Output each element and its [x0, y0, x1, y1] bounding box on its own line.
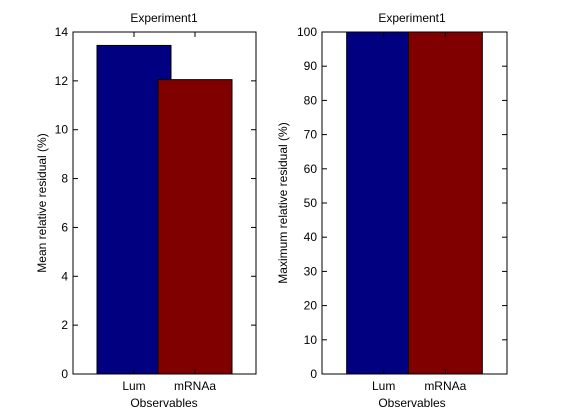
y-tick-label: 10: [55, 123, 69, 137]
y-tick-label: 40: [304, 230, 318, 244]
bar-mrnaa: [157, 79, 233, 375]
y-tick-label: 4: [61, 269, 68, 283]
chart-max-residual: Experiment1 Observables Maximum relative…: [276, 11, 508, 410]
y-axis-label: Mean relative residual (%): [35, 133, 49, 272]
y-tick-label: 0: [310, 367, 317, 381]
y-tick-label: 30: [304, 264, 318, 278]
y-tick-label: 10: [304, 333, 318, 347]
x-axis-label: Observables: [130, 396, 197, 410]
y-tick-label: 50: [304, 196, 318, 210]
x-tick-label: mRNAa: [424, 379, 466, 393]
y-tick-label: 14: [55, 25, 69, 39]
y-tick-label: 6: [61, 220, 68, 234]
y-axis-label: Maximum relative residual (%): [276, 122, 290, 283]
x-tick-label: Lum: [122, 379, 145, 393]
y-tick-label: 60: [304, 162, 318, 176]
y-tick-label: 90: [304, 59, 318, 73]
y-tick-label: 8: [61, 172, 68, 186]
y-tick-label: 12: [55, 74, 69, 88]
chart-title: Experiment1: [130, 11, 198, 25]
y-tick-label: 2: [61, 318, 68, 332]
x-tick-label: Lum: [372, 379, 395, 393]
bar-mrnaa: [407, 31, 483, 375]
y-tick-label: 0: [61, 367, 68, 381]
y-tick-label: 20: [304, 299, 318, 313]
y-tick-label: 80: [304, 93, 318, 107]
chart-mean-residual: Experiment1 Observables Mean relative re…: [35, 11, 257, 410]
x-axis-label: Observables: [378, 396, 445, 410]
y-tick-label: 70: [304, 128, 318, 142]
x-tick-label: mRNAa: [174, 379, 216, 393]
axes-frame: [72, 31, 257, 375]
chart-title: Experiment1: [378, 11, 446, 25]
y-tick-label: 100: [297, 25, 317, 39]
